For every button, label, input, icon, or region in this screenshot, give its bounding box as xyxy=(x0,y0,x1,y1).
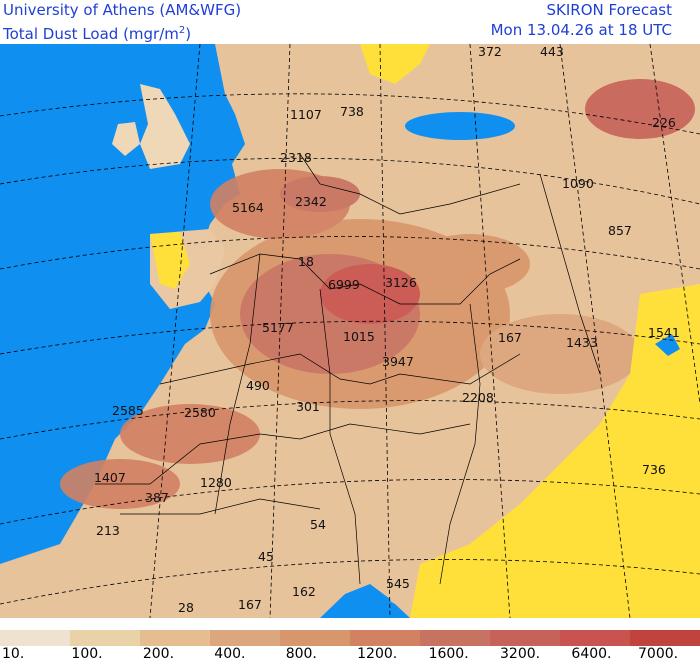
dust-value-label: 3126 xyxy=(385,275,417,290)
dust-value-labels: 372 443 1107 738 226 2318 1090 5164 2342 857 18 699… xyxy=(94,44,680,615)
dust-value-label: 738 xyxy=(340,104,364,119)
dust-value-label: 1107 xyxy=(290,107,322,122)
dust-value-label: 2342 xyxy=(295,194,327,209)
dust-value-label: 2208 xyxy=(462,390,494,405)
colorbar-cell xyxy=(280,630,350,646)
colorbar xyxy=(0,630,700,646)
dust-value-label: 301 xyxy=(296,399,320,414)
dust-value-label: 372 xyxy=(478,44,502,59)
dust-value-label: 1090 xyxy=(562,176,594,191)
dust-value-label: 45 xyxy=(258,549,274,564)
colorbar-cell xyxy=(560,630,630,646)
colorbar-tick-label: 10. xyxy=(2,646,25,662)
dust-value-label: 1433 xyxy=(566,335,598,350)
dust-value-label: 736 xyxy=(642,462,666,477)
red-sea xyxy=(320,584,395,618)
colorbar-tick-label: 3200. xyxy=(500,646,541,662)
dust-value-label: 857 xyxy=(608,223,632,238)
dust-value-label: 2585 xyxy=(112,403,144,418)
colorbar-cell xyxy=(70,630,140,646)
dust-value-label: 226 xyxy=(652,115,676,130)
colorbar-cell xyxy=(490,630,560,646)
colorbar-cell xyxy=(420,630,490,646)
colorbar-cell xyxy=(630,630,700,646)
colorbar-tick-label: 1200. xyxy=(357,646,398,662)
colorbar-tick-label: 1600. xyxy=(428,646,469,662)
dust-value-label: 6999 xyxy=(328,277,360,292)
colorbar-tick-label: 200. xyxy=(142,646,175,662)
zone-none-east xyxy=(410,284,700,618)
dust-value-label: 1541 xyxy=(648,325,680,340)
colorbar-tick-label: 7000. xyxy=(638,646,679,662)
colorbar-tick-label: 400. xyxy=(214,646,246,662)
dust-value-label: 1407 xyxy=(94,470,126,485)
dust-value-label: 1280 xyxy=(200,475,232,490)
dust-value-label: 213 xyxy=(96,523,120,538)
dust-value-label: 28 xyxy=(178,600,194,615)
dust-value-label: 5177 xyxy=(262,320,294,335)
dust-value-label: 1015 xyxy=(343,329,375,344)
dust-value-label: 2318 xyxy=(280,150,312,165)
forecast-source: SKIRON Forecast xyxy=(546,1,672,19)
persian-gulf xyxy=(655,334,680,356)
dust-value-label: 54 xyxy=(310,517,326,532)
dust-value-label: 162 xyxy=(292,584,316,599)
colorbar-tick-label: 100. xyxy=(71,646,103,662)
product-title: Total Dust Load (mgr/m2) xyxy=(3,22,191,43)
zone-none-north xyxy=(360,44,430,84)
dust-load-map: 372 443 1107 738 226 2318 1090 5164 2342 857 18 699… xyxy=(0,44,700,618)
land-ireland xyxy=(112,122,140,156)
forecast-time: Mon 13.04.26 at 18 UTC xyxy=(490,21,672,39)
graticule xyxy=(0,44,700,618)
product-title-end: ) xyxy=(185,25,192,43)
dust-value-label: 387 xyxy=(145,490,169,505)
dust-value-label: 490 xyxy=(246,378,270,393)
colorbar-tick-label: 6400. xyxy=(571,646,612,662)
dust-value-label: 18 xyxy=(298,254,314,269)
country-borders xyxy=(95,153,601,585)
dust-value-label: 545 xyxy=(386,576,410,591)
colorbar-cell xyxy=(350,630,420,646)
colorbar-cell xyxy=(140,630,210,646)
dust-value-label: 3947 xyxy=(382,354,414,369)
dust-value-label: 167 xyxy=(238,597,262,612)
colorbar-cell xyxy=(0,630,70,646)
dust-field xyxy=(60,79,695,509)
dust-value-label: 443 xyxy=(540,44,564,59)
product-title-sup: 2 xyxy=(178,25,186,36)
product-title-text: Total Dust Load (mgr/m xyxy=(3,25,179,43)
dust-value-label: 5164 xyxy=(232,200,264,215)
black-sea xyxy=(405,112,515,140)
colorbar-tick-label: 800. xyxy=(285,646,317,662)
dust-value-label: 2580 xyxy=(184,405,216,420)
colorbar-cell xyxy=(210,630,280,646)
land-britain xyxy=(140,84,190,169)
dust-value-label: 167 xyxy=(498,330,522,345)
institution-title: University of Athens (AM&WFG) xyxy=(3,1,242,19)
